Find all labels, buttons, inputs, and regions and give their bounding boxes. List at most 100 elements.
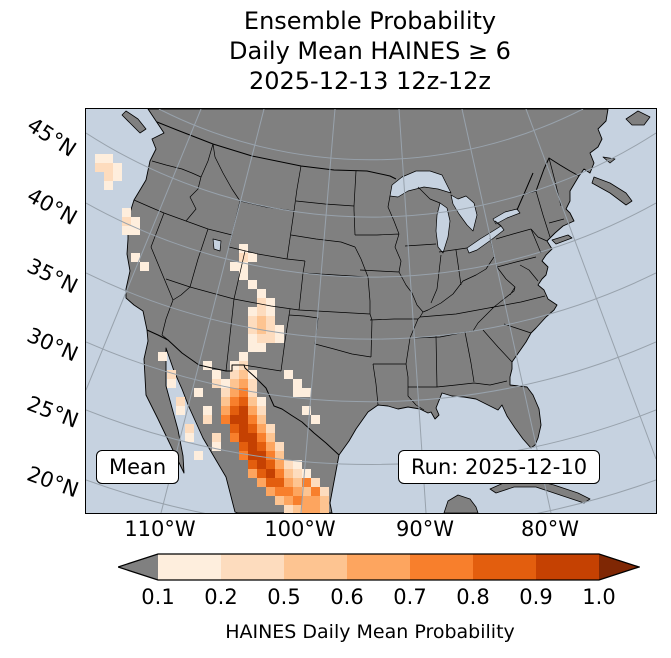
probability-cell xyxy=(131,217,140,226)
mean-badge: Mean xyxy=(96,450,180,484)
colorbar-tick-label: 1.0 xyxy=(582,585,616,609)
probability-cell xyxy=(257,316,266,325)
probability-cell xyxy=(257,406,266,415)
colorbar-tick-label: 0.6 xyxy=(330,585,364,609)
probability-cell xyxy=(266,424,275,433)
probability-cell xyxy=(248,397,257,406)
probability-cell xyxy=(221,388,230,397)
probability-cell xyxy=(257,298,266,307)
probability-cell xyxy=(239,451,248,460)
probability-cell xyxy=(122,217,131,226)
probability-cell xyxy=(239,433,248,442)
probability-cell xyxy=(248,469,257,478)
probability-cell xyxy=(248,433,257,442)
probability-cell xyxy=(194,388,203,397)
probability-cell xyxy=(257,460,266,469)
probability-cell xyxy=(275,478,284,487)
probability-cell xyxy=(266,298,275,307)
probability-cell xyxy=(266,478,275,487)
probability-cell xyxy=(293,487,302,496)
probability-cell xyxy=(212,370,221,379)
probability-cell xyxy=(257,415,266,424)
run-date-badge: Run: 2025-12-10 xyxy=(398,450,601,484)
colorbar-segment xyxy=(473,554,536,580)
title-line-1: Ensemble Probability xyxy=(243,7,497,35)
map-svg xyxy=(85,108,657,531)
probability-cell xyxy=(248,460,257,469)
probability-cell xyxy=(293,505,302,514)
probability-cell xyxy=(203,361,212,370)
colorbar xyxy=(118,553,640,581)
probability-cell xyxy=(275,487,284,496)
probability-cell xyxy=(284,496,293,505)
probability-cell xyxy=(320,505,329,514)
probability-cell xyxy=(104,181,113,190)
probability-cell xyxy=(248,388,257,397)
probability-cell xyxy=(239,262,248,271)
probability-cell xyxy=(266,460,275,469)
probability-cell xyxy=(239,406,248,415)
probability-cell xyxy=(230,424,239,433)
lake-superior xyxy=(389,170,452,198)
probability-cell xyxy=(230,415,239,424)
colorbar-tick-label: 0.7 xyxy=(393,585,427,609)
probability-cell xyxy=(239,352,248,361)
lon-label-80w: 80°W xyxy=(521,517,579,541)
lat-label-20n: 20°N xyxy=(23,461,82,503)
probability-cell xyxy=(131,253,140,262)
probability-cell xyxy=(167,370,176,379)
probability-cell xyxy=(131,226,140,235)
probability-cell xyxy=(266,442,275,451)
colorbar-tick-label: 0.8 xyxy=(456,585,490,609)
probability-cell xyxy=(113,172,122,181)
probability-cell xyxy=(230,370,239,379)
probability-cell xyxy=(230,397,239,406)
probability-cell xyxy=(275,325,284,334)
probability-cell xyxy=(212,433,221,442)
newfoundland xyxy=(625,110,651,126)
probability-cell xyxy=(266,316,275,325)
probability-cell xyxy=(248,379,257,388)
probability-cell xyxy=(221,379,230,388)
parallel-50n xyxy=(158,108,584,161)
probability-cell xyxy=(248,253,257,262)
probability-cell xyxy=(257,334,266,343)
probability-cell xyxy=(257,433,266,442)
probability-cell xyxy=(302,496,311,505)
probability-cell xyxy=(257,307,266,316)
probability-cell xyxy=(257,397,266,406)
probability-cell xyxy=(194,451,203,460)
meridian-100w xyxy=(300,108,336,514)
title-line-2: Daily Mean HAINES ≥ 6 xyxy=(229,37,511,65)
probability-cell xyxy=(293,388,302,397)
probability-cell xyxy=(284,505,293,514)
probability-cell xyxy=(248,343,257,352)
probability-cell xyxy=(302,406,311,415)
probability-cell xyxy=(302,478,311,487)
probability-cell xyxy=(266,307,275,316)
probability-cell xyxy=(284,478,293,487)
probability-cell xyxy=(230,406,239,415)
probability-cell xyxy=(158,352,167,361)
probability-cell xyxy=(302,487,311,496)
lake-ontario xyxy=(492,208,521,225)
probability-cell xyxy=(221,415,230,424)
probability-cell xyxy=(284,460,293,469)
lat-label-45n: 45°N xyxy=(22,112,81,162)
probability-cell xyxy=(275,442,284,451)
title-line-3: 2025-12-13 12z-12z xyxy=(248,67,492,95)
lat-label-30n: 30°N xyxy=(23,322,82,367)
probability-cell xyxy=(248,415,257,424)
great-salt-lake xyxy=(212,238,222,252)
probability-cell xyxy=(266,487,275,496)
probability-cell xyxy=(113,163,122,172)
probability-cell xyxy=(302,505,311,514)
probability-cell xyxy=(293,379,302,388)
probability-cell xyxy=(104,154,113,163)
nova-scotia xyxy=(591,176,633,206)
map-canvas xyxy=(85,108,657,531)
parallel-45n xyxy=(85,132,657,218)
probability-cell xyxy=(302,388,311,397)
probability-cell xyxy=(311,478,320,487)
